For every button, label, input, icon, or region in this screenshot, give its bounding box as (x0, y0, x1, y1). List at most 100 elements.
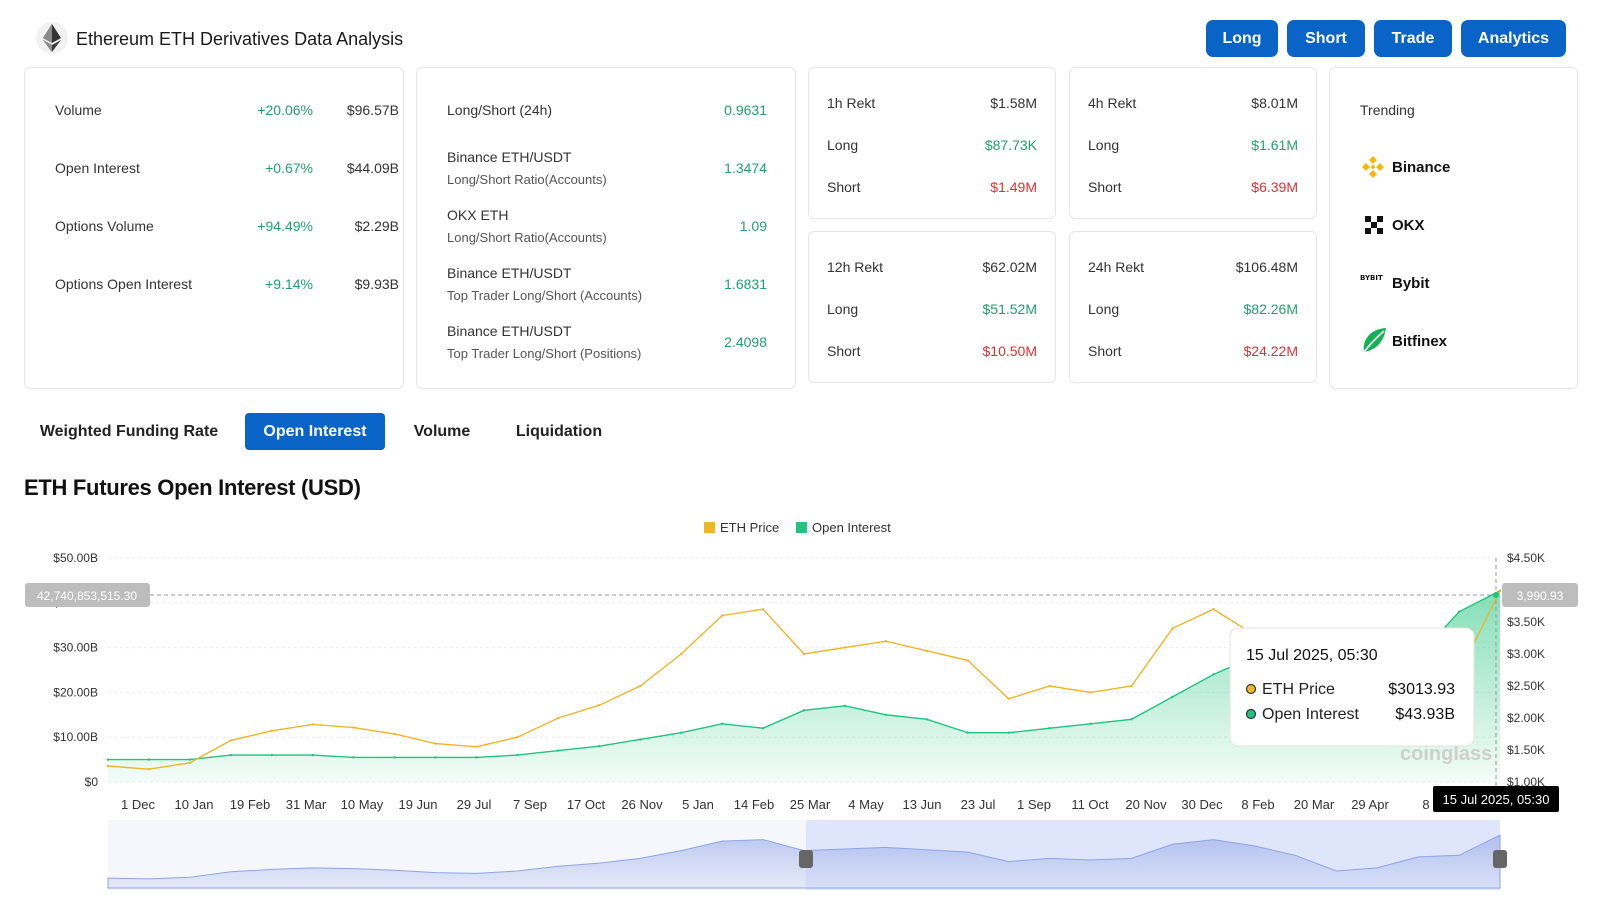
y-left-tick: $50.00B (53, 551, 98, 565)
rekt-short-label: Short (827, 179, 861, 195)
eth-price-point (434, 742, 437, 745)
tab-liquidation[interactable]: Liquidation (515, 422, 603, 440)
trending-item-okx[interactable]: OKX (1392, 217, 1425, 234)
open-interest-point (1212, 673, 1215, 676)
ratio-label: Binance ETH/USDT (447, 149, 572, 165)
x-tick: 29 Jul (457, 797, 492, 812)
stat-change: +20.06% (257, 102, 313, 118)
y-left-tick: $0 (85, 775, 99, 789)
tooltip-dot (1245, 683, 1257, 695)
eth-logo-icon (36, 22, 68, 54)
x-tick: 31 Mar (286, 797, 327, 812)
eth-price-point (598, 704, 601, 707)
open-interest-point (1130, 718, 1133, 721)
open-interest-point (761, 727, 765, 730)
open-interest-point (311, 753, 314, 757)
x-tick: 8 Feb (1241, 797, 1274, 812)
bybit-icon: BYBIT (1360, 274, 1383, 282)
tab-volume[interactable]: Volume (413, 422, 471, 440)
rekt-short-label: Short (1088, 179, 1122, 195)
stat-label: Options Volume (55, 218, 154, 234)
y-left-tick: $20.00B (53, 685, 98, 699)
tooltip-dot (1245, 708, 1257, 720)
analytics-button[interactable]: Analytics (1461, 20, 1566, 57)
crosshair-left-value: 42,740,853,515.30 (37, 589, 137, 603)
ratio-value: 1.09 (739, 218, 767, 234)
x-tick: 20 Nov (1125, 797, 1167, 812)
trending-item-bitfinex[interactable]: Bitfinex (1392, 333, 1448, 350)
x-tick: 8 (1422, 797, 1429, 812)
open-interest-point (352, 756, 355, 759)
ratio-label: Binance ETH/USDT (447, 323, 572, 339)
open-interest-point (147, 758, 151, 761)
long-button[interactable]: Long (1206, 20, 1278, 57)
legend-label: Open Interest (812, 520, 891, 535)
rekt-title: 12h Rekt (827, 259, 884, 275)
open-interest-point (925, 718, 929, 721)
eth-price-point (352, 726, 355, 729)
eth-price-point (1212, 608, 1215, 611)
x-tick: 10 Jan (174, 797, 213, 812)
y-right-tick: $3.00K (1507, 647, 1545, 661)
eth-price-point (475, 745, 478, 748)
open-interest-point (229, 753, 233, 757)
ratio-sublabel: Long/Short Ratio(Accounts) (447, 172, 607, 187)
coinglass-watermark: coinglass (1400, 743, 1492, 765)
page-title: Ethereum ETH Derivatives Data Analysis (76, 29, 404, 49)
ratio-sublabel: Long/Short Ratio(Accounts) (447, 230, 607, 245)
rekt-short-value: $6.39M (1251, 179, 1298, 195)
x-tick: 19 Jun (398, 797, 437, 812)
rekt-long-value: $87.73K (984, 137, 1037, 153)
chart-title: ETH Futures Open Interest (USD) (24, 475, 361, 500)
y-left-tick: $30.00B (53, 641, 98, 655)
eth-price-point (639, 684, 642, 688)
tab-weighted-funding-rate[interactable]: Weighted Funding Rate (39, 422, 219, 440)
legend-label: ETH Price (720, 520, 779, 535)
eth-price-point (884, 640, 888, 643)
eth-price-point (516, 736, 519, 739)
eth-price-point (557, 716, 560, 720)
trending-item-bybit[interactable]: Bybit (1392, 275, 1430, 292)
open-interest-point (475, 756, 478, 759)
rekt-card-12h: 12h Rekt $62.02M Long $51.52M Short $10.… (808, 231, 1056, 383)
tooltip-label: Open Interest (1262, 706, 1360, 723)
trending-item-binance[interactable]: Binance (1392, 159, 1451, 176)
x-tick: 13 Jun (902, 797, 941, 812)
trade-button[interactable]: Trade (1374, 20, 1452, 57)
stat-label: Volume (55, 102, 102, 118)
rekt-short-value: $24.22M (1243, 343, 1298, 359)
navigator-handle (799, 850, 813, 868)
stat-change: +0.67% (265, 160, 313, 176)
eth-price-point (966, 659, 969, 662)
stat-change: +94.49% (257, 218, 313, 234)
open-interest-point (843, 704, 847, 708)
x-tick: 7 Sep (513, 797, 547, 812)
stat-change: +9.14% (265, 276, 313, 292)
eth-price-point (1007, 697, 1010, 700)
x-tick: 11 Oct (1071, 797, 1109, 812)
stat-label: Options Open Interest (55, 276, 192, 292)
y-right-tick: $1.50K (1507, 743, 1545, 757)
rekt-short-value: $10.50M (982, 343, 1037, 359)
x-tick: 29 Apr (1351, 797, 1389, 812)
open-interest-point (270, 753, 273, 757)
open-interest-point (1171, 695, 1174, 699)
x-tick: 5 Jan (682, 797, 714, 812)
eth-price-point (229, 739, 233, 742)
rekt-long-value: $51.52M (982, 301, 1037, 317)
rekt-title: 4h Rekt (1088, 95, 1137, 111)
short-button[interactable]: Short (1287, 20, 1365, 57)
eth-price-point (393, 732, 396, 736)
rekt-long-label: Long (827, 137, 859, 153)
tab-open-interest[interactable]: Open Interest (245, 413, 385, 450)
eth-price-point (843, 646, 847, 649)
rekt-short-value: $1.49M (990, 179, 1037, 195)
open-interest-point (434, 756, 437, 759)
open-interest-point (1457, 610, 1461, 613)
open-interest-point (393, 756, 396, 759)
open-interest-point (884, 713, 888, 716)
tooltip-date: 15 Jul 2025, 05:30 (1246, 647, 1378, 664)
x-tick: 20 Mar (1294, 797, 1335, 812)
eth-price-point (1498, 589, 1502, 592)
